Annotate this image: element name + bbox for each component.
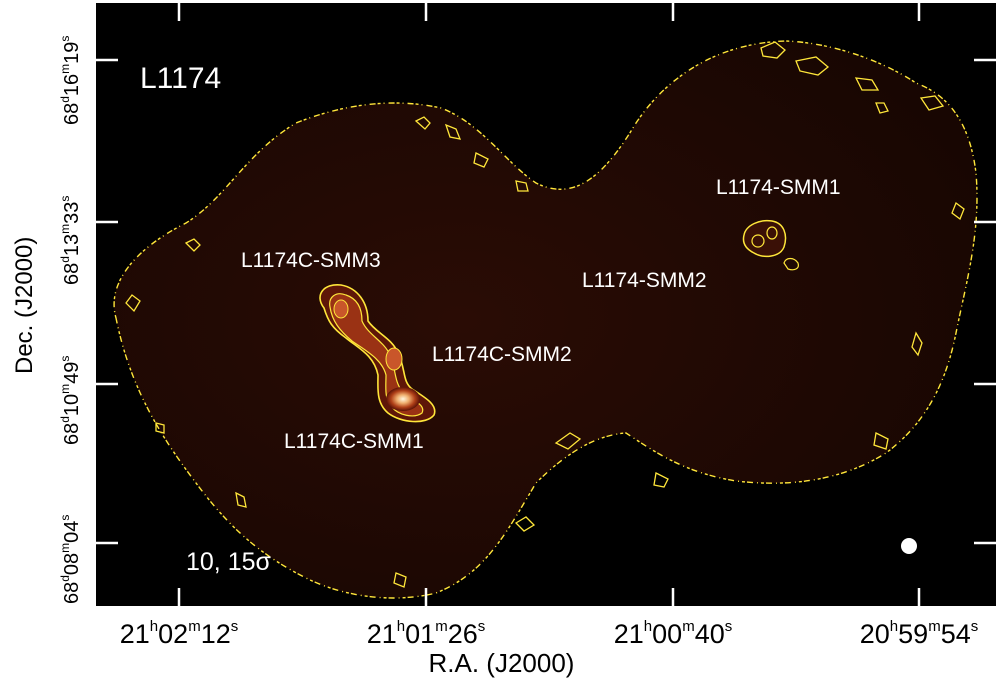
contour-level-label: 10, 15σ: [186, 548, 271, 576]
map-coverage: [113, 40, 978, 599]
ytick-label-2: 68d10m49s: [58, 355, 83, 445]
emission-map: [96, 3, 996, 606]
ytick-label-0: 68d16m19s: [58, 35, 83, 125]
axis-ticks: [96, 3, 996, 606]
xtick-label-2: 21h00m40s: [613, 618, 733, 649]
l1174c-smm1-core: [386, 387, 420, 411]
ytick-label-3: 68d08m04s: [58, 514, 83, 604]
field-name-label: L1174: [140, 62, 222, 95]
beam-circle-icon: [901, 538, 917, 554]
source-label-l1174c-smm2: L1174C-SMM2: [432, 343, 572, 366]
image-panel: L1174 L1174-SMM1 L1174-SMM2 L1174C-SMM3 …: [96, 3, 996, 606]
l1174-smm2-contour: [783, 257, 799, 271]
source-label-l1174c-smm1: L1174C-SMM1: [284, 430, 424, 453]
xtick-label-3: 20h59m54s: [859, 618, 979, 649]
source-label-l1174-smm1: L1174-SMM1: [716, 176, 841, 199]
l1174-smm1-contour: [742, 219, 787, 258]
y-axis-title: Dec. (J2000): [11, 236, 38, 374]
l1174c-smm3-core: [333, 299, 349, 319]
source-label-l1174-smm2: L1174-SMM2: [582, 269, 707, 292]
source-label-l1174c-smm3: L1174C-SMM3: [241, 249, 381, 272]
l1174-smm1-inner: [751, 234, 765, 248]
l1174c-smm2-core: [385, 347, 403, 371]
xtick-label-0: 21h02m12s: [119, 618, 239, 649]
edge-noise-contours: [125, 41, 965, 588]
x-axis-title: R.A. (J2000): [428, 648, 575, 678]
xtick-label-1: 21h01m26s: [366, 618, 486, 649]
ytick-label-1: 68d13m33s: [58, 195, 83, 285]
l1174-smm2-inner: [766, 226, 778, 240]
